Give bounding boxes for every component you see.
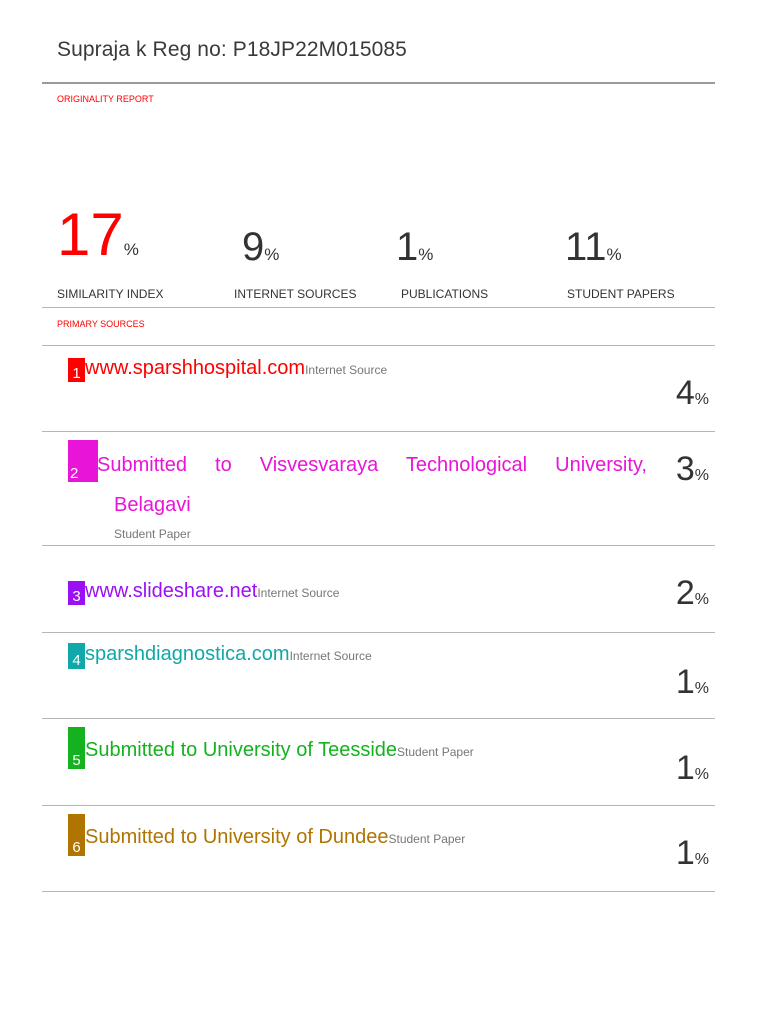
rank-badge: 3	[68, 581, 85, 605]
source-type: Internet Source	[305, 363, 388, 377]
divider	[42, 431, 715, 432]
source-type: Student Paper	[397, 745, 474, 759]
source-percent: 4%	[675, 374, 709, 412]
source-row[interactable]: 1 www.sparshhospital.comInternet Source …	[42, 346, 715, 431]
rank-badge: 5	[68, 727, 85, 769]
source-percent: 1%	[675, 663, 709, 701]
source-type: Internet Source	[257, 586, 340, 600]
similarity-index-label: SIMILARITY INDEX	[57, 287, 164, 301]
student-papers-value: 11%	[565, 225, 622, 269]
source-percent: 3%	[675, 450, 709, 488]
internet-sources-value: 9%	[242, 225, 280, 269]
primary-sources-label: PRIMARY SOURCES	[57, 319, 145, 329]
source-name[interactable]: sparshdiagnostica.com	[85, 643, 290, 665]
publications-value: 1%	[396, 225, 434, 269]
divider	[42, 718, 715, 719]
rank-badge: 1	[68, 358, 85, 382]
internet-sources-label: INTERNET SOURCES	[234, 287, 357, 301]
originality-report-label: ORIGINALITY REPORT	[57, 94, 154, 104]
similarity-index-value: 17%	[57, 201, 139, 268]
source-percent: 1%	[675, 749, 709, 787]
source-entry[interactable]: www.slideshare.netInternet Source	[85, 580, 339, 603]
rank-badge: 2	[68, 440, 98, 482]
source-row[interactable]: 4 sparshdiagnostica.comInternet Source 1…	[42, 633, 715, 718]
source-type: Student Paper	[114, 527, 191, 541]
source-entry[interactable]: Submitted to University of DundeeStudent…	[85, 826, 465, 849]
source-name-line2[interactable]: Belagavi	[114, 494, 191, 516]
source-entry[interactable]: sparshdiagnostica.comInternet Source	[85, 643, 372, 666]
rank-badge: 6	[68, 814, 85, 856]
divider	[42, 545, 715, 546]
divider	[42, 632, 715, 633]
document-title: Supraja k Reg no: P18JP22M015085	[57, 38, 407, 61]
source-entry[interactable]: Submitted to University of TeessideStude…	[85, 739, 474, 762]
rank-badge: 4	[68, 643, 85, 669]
source-name[interactable]: Submitted to University of Teesside	[85, 739, 398, 761]
publications-label: PUBLICATIONS	[401, 287, 489, 301]
source-row[interactable]: 5 Submitted to University of TeessideStu…	[42, 719, 715, 805]
source-name[interactable]: www.sparshhospital.com	[85, 357, 306, 379]
divider	[42, 82, 715, 84]
student-papers-label: STUDENT PAPERS	[567, 287, 675, 301]
source-name[interactable]: Submitted to University of Dundee	[85, 826, 389, 848]
divider	[42, 307, 715, 308]
divider	[42, 345, 715, 346]
source-row[interactable]: 3 www.slideshare.netInternet Source 2%	[42, 546, 715, 632]
divider	[42, 891, 715, 892]
source-entry[interactable]: www.sparshhospital.comInternet Source	[85, 357, 387, 380]
source-name[interactable]: Submitted to Visvesvaraya Technological …	[97, 454, 647, 476]
source-name[interactable]: www.slideshare.net	[85, 580, 258, 602]
source-percent: 1%	[675, 834, 709, 872]
source-row[interactable]: 6 Submitted to University of DundeeStude…	[42, 806, 715, 892]
source-type: Student Paper	[388, 832, 466, 846]
source-row[interactable]: 2 Submitted to Visvesvaraya Technologica…	[42, 432, 715, 545]
source-type: Internet Source	[289, 649, 372, 663]
source-percent: 2%	[675, 574, 709, 612]
divider	[42, 805, 715, 806]
